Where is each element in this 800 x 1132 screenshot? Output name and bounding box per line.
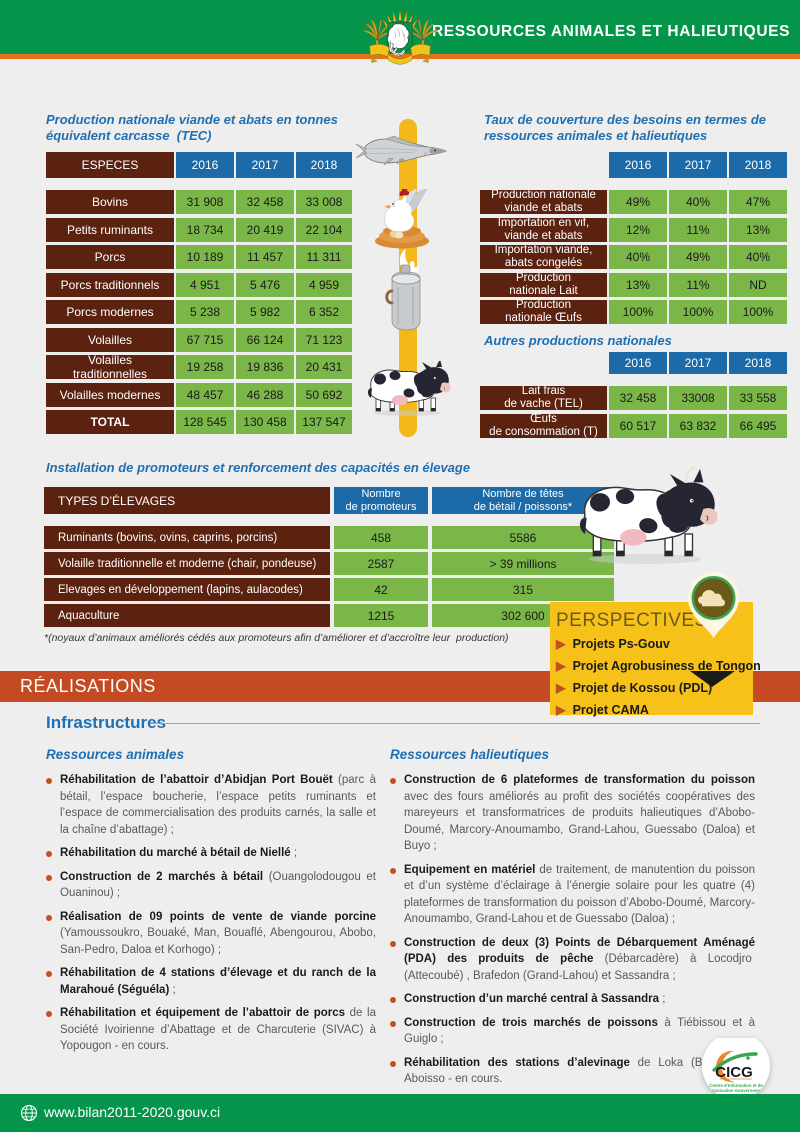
svg-text:CICG: CICG <box>715 1064 753 1081</box>
svg-text:Communication Gouvernementale: Communication Gouvernementale <box>701 1088 772 1093</box>
